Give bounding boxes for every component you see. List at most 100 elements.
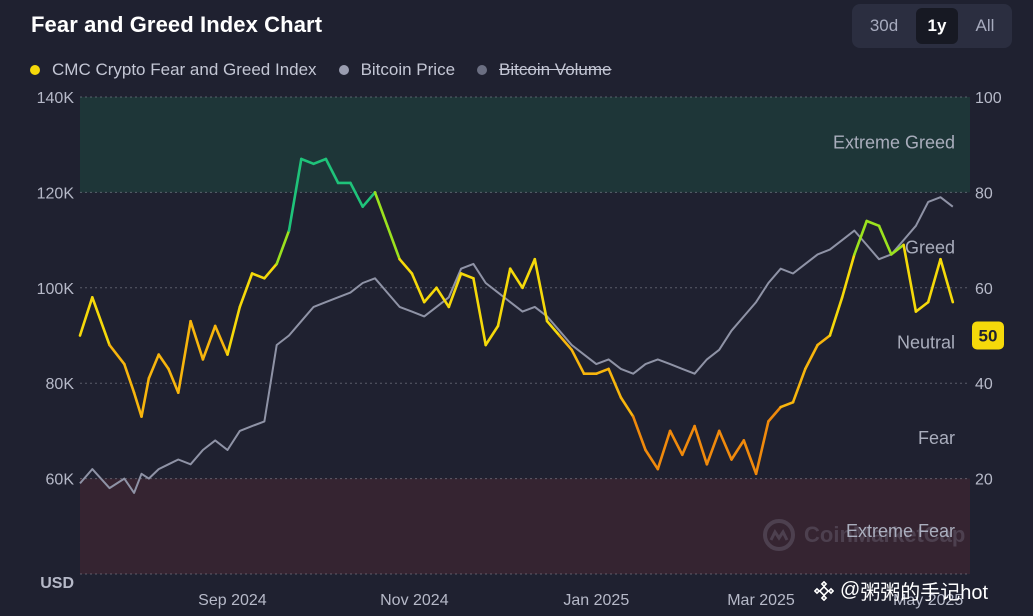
zone-band bbox=[80, 478, 970, 574]
fear-greed-segment bbox=[803, 343, 819, 371]
fear-greed-segment bbox=[914, 300, 930, 313]
fear-greed-segment bbox=[668, 429, 684, 457]
legend-item-bitcoin-price[interactable]: Bitcoin Price bbox=[338, 60, 455, 80]
legend-dot-icon bbox=[338, 65, 349, 75]
range-all-button[interactable]: All bbox=[975, 16, 995, 35]
fear-greed-segment bbox=[398, 257, 414, 275]
right-tick-label: 80 bbox=[975, 185, 993, 202]
date-axis: Sep 2024 Nov 2024 Jan 2025 Mar 2025 May 2025 bbox=[198, 592, 963, 609]
fear-greed-segment bbox=[226, 305, 242, 356]
fear-greed-segment bbox=[828, 295, 844, 337]
fear-greed-segment bbox=[791, 367, 807, 404]
legend-dot-icon bbox=[30, 65, 40, 75]
fear-greed-segment bbox=[926, 257, 942, 304]
current-value-box bbox=[972, 321, 1004, 350]
x-tick-label: Sep 2024 bbox=[198, 592, 267, 609]
fear-greed-segment bbox=[312, 157, 328, 166]
fear-greed-segment bbox=[410, 272, 426, 304]
fear-greed-segment bbox=[361, 191, 377, 208]
fear-greed-segment bbox=[132, 391, 143, 418]
fear-greed-segment bbox=[558, 334, 574, 352]
fear-greed-segment bbox=[484, 324, 500, 347]
zone-label: Extreme Fear bbox=[846, 521, 955, 541]
chart-legend: CMC Crypto Fear and Greed Index Bitcoin … bbox=[30, 58, 634, 82]
right-tick-label: 60 bbox=[975, 281, 993, 298]
legend-label: Bitcoin Volume bbox=[499, 60, 612, 79]
fear-greed-segment bbox=[717, 429, 733, 461]
left-tick-label: 140K bbox=[37, 90, 75, 107]
bitcoin-price-line bbox=[79, 196, 954, 494]
chart-grid bbox=[80, 96, 970, 575]
fear-greed-segment bbox=[263, 262, 279, 280]
right-index-axis: 100 80 60 40 20 bbox=[975, 90, 1002, 489]
fear-greed-segment bbox=[140, 377, 151, 418]
fear-greed-segment bbox=[594, 367, 610, 376]
fear-greed-segment bbox=[607, 367, 623, 399]
fear-greed-segment bbox=[250, 272, 266, 280]
sentiment-zones bbox=[80, 97, 970, 574]
range-30d-button[interactable]: 30d bbox=[869, 16, 899, 35]
social-watermark: @ 粥粥的手记hot bbox=[814, 576, 988, 605]
fear-greed-segment bbox=[939, 257, 955, 304]
fear-greed-segment bbox=[693, 424, 709, 466]
fear-greed-segment bbox=[324, 157, 340, 185]
fear-greed-segment bbox=[373, 191, 389, 228]
fear-greed-segment bbox=[767, 405, 783, 423]
fear-greed-segment bbox=[435, 286, 451, 309]
left-tick-label: 100K bbox=[37, 281, 75, 298]
legend-item-fear-greed[interactable]: CMC Crypto Fear and Greed Index bbox=[30, 60, 317, 80]
left-tick-label: 120K bbox=[37, 185, 75, 202]
fear-greed-segment bbox=[201, 324, 217, 361]
zone-labels: Extreme Greed Greed Neutral Fear Extreme Fea… bbox=[833, 132, 955, 541]
fear-greed-segment bbox=[865, 219, 881, 228]
fear-greed-segment bbox=[422, 286, 438, 304]
fear-greed-segment bbox=[275, 229, 291, 266]
fear-greed-segment bbox=[742, 439, 758, 476]
coinmarketcap-logo-icon bbox=[763, 519, 795, 551]
range-selector: 30d 1y All bbox=[852, 4, 1012, 48]
x-tick-label: May 2025 bbox=[893, 592, 963, 609]
fear-greed-segment bbox=[680, 424, 696, 457]
fear-greed-segment bbox=[459, 272, 475, 280]
binance-logo-icon bbox=[814, 580, 834, 601]
legend-item-bitcoin-volume[interactable]: Bitcoin Volume bbox=[477, 60, 612, 80]
fear-greed-segment bbox=[472, 276, 488, 347]
fear-greed-segment bbox=[840, 253, 856, 299]
zone-band bbox=[80, 97, 970, 193]
fear-greed-segment bbox=[533, 257, 549, 323]
fear-greed-segment bbox=[147, 353, 160, 380]
right-tick-label: 20 bbox=[975, 472, 993, 489]
fear-greed-segment bbox=[299, 157, 315, 166]
x-tick-label: Jan 2025 bbox=[563, 592, 629, 609]
fear-greed-segment bbox=[570, 348, 586, 376]
fear-greed-segment bbox=[779, 400, 795, 409]
fear-greed-segment bbox=[108, 343, 126, 366]
zone-label: Neutral bbox=[897, 333, 955, 353]
fear-greed-segment bbox=[349, 181, 365, 208]
current-value-badge: 50 bbox=[972, 321, 1004, 350]
zone-label: Extreme Greed bbox=[833, 132, 955, 152]
fear-greed-segment bbox=[238, 272, 254, 309]
fear-greed-segment bbox=[889, 243, 905, 256]
fear-greed-segment bbox=[816, 334, 832, 347]
fear-greed-segment bbox=[287, 157, 303, 232]
fear-greed-segment bbox=[213, 324, 229, 356]
fear-greed-segment bbox=[521, 257, 537, 290]
fear-greed-segment bbox=[78, 295, 94, 337]
fear-greed-segment bbox=[705, 429, 721, 466]
fear-greed-segment bbox=[496, 267, 512, 328]
fear-greed-segment bbox=[157, 353, 170, 371]
fear-greed-segment bbox=[447, 272, 463, 309]
x-tick-label: Nov 2024 bbox=[380, 592, 449, 609]
fear-greed-segment bbox=[644, 448, 660, 471]
watermark-handle: @ bbox=[840, 579, 861, 601]
legend-label: CMC Crypto Fear and Greed Index bbox=[52, 60, 317, 79]
zone-label: Fear bbox=[918, 428, 955, 448]
right-tick-label: 100 bbox=[975, 90, 1002, 107]
fear-greed-segment bbox=[631, 415, 647, 452]
range-1y-button[interactable]: 1y bbox=[916, 8, 958, 44]
fear-greed-segment bbox=[877, 224, 893, 256]
x-tick-label: Mar 2025 bbox=[727, 592, 795, 609]
left-price-axis: 140K 120K 100K 80K 60K USD bbox=[37, 90, 75, 592]
